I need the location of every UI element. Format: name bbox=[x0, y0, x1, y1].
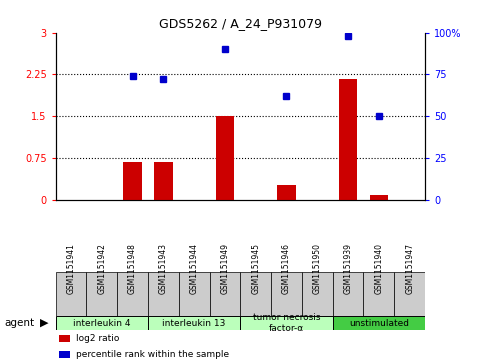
Bar bbox=[369, 195, 388, 200]
Bar bbox=[364, 272, 394, 316]
Text: GSM1151945: GSM1151945 bbox=[251, 243, 260, 294]
Bar bbox=[154, 162, 172, 200]
Text: GSM1151944: GSM1151944 bbox=[190, 243, 199, 294]
Bar bbox=[86, 272, 117, 316]
Text: unstimulated: unstimulated bbox=[349, 319, 409, 327]
Text: GSM1151943: GSM1151943 bbox=[159, 243, 168, 294]
Text: GSM1151939: GSM1151939 bbox=[343, 243, 353, 294]
Bar bbox=[56, 272, 86, 316]
Text: interleukin 13: interleukin 13 bbox=[162, 319, 226, 327]
Text: log2 ratio: log2 ratio bbox=[76, 334, 119, 343]
Text: GSM1151950: GSM1151950 bbox=[313, 243, 322, 294]
Bar bbox=[123, 162, 142, 200]
Bar bbox=[271, 272, 302, 316]
Text: percentile rank within the sample: percentile rank within the sample bbox=[76, 350, 229, 359]
Bar bbox=[394, 272, 425, 316]
Bar bbox=[333, 272, 364, 316]
Text: GSM1151947: GSM1151947 bbox=[405, 243, 414, 294]
Text: GSM1151946: GSM1151946 bbox=[282, 243, 291, 294]
Bar bbox=[333, 316, 425, 330]
Text: interleukin 4: interleukin 4 bbox=[73, 319, 130, 327]
Bar bbox=[240, 272, 271, 316]
Bar bbox=[277, 185, 296, 200]
Bar bbox=[148, 316, 241, 330]
Bar bbox=[56, 316, 148, 330]
Bar bbox=[339, 79, 357, 200]
Text: GSM1151942: GSM1151942 bbox=[97, 243, 106, 294]
Text: GSM1151941: GSM1151941 bbox=[67, 243, 75, 294]
Bar bbox=[117, 272, 148, 316]
Text: agent: agent bbox=[5, 318, 35, 328]
Bar bbox=[302, 272, 333, 316]
Bar bbox=[179, 272, 210, 316]
Text: ▶: ▶ bbox=[40, 318, 49, 328]
Text: GSM1151940: GSM1151940 bbox=[374, 243, 384, 294]
Bar bbox=[215, 116, 234, 200]
Text: tumor necrosis
factor-α: tumor necrosis factor-α bbox=[253, 313, 320, 333]
Text: GSM1151949: GSM1151949 bbox=[220, 243, 229, 294]
Bar bbox=[210, 272, 240, 316]
Bar bbox=[148, 272, 179, 316]
Bar bbox=[240, 316, 333, 330]
Bar bbox=[59, 335, 71, 342]
Text: GSM1151948: GSM1151948 bbox=[128, 243, 137, 294]
Title: GDS5262 / A_24_P931079: GDS5262 / A_24_P931079 bbox=[159, 17, 322, 30]
Bar bbox=[59, 351, 71, 358]
